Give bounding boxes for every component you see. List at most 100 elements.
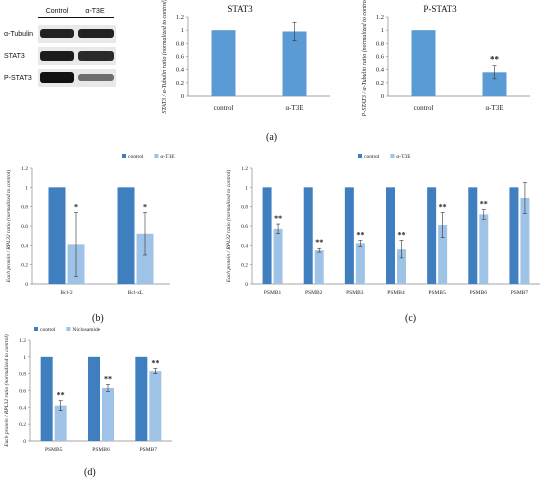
psmb-significance-label: ** [480,200,488,209]
stat3-bar-α-T3E [282,31,307,96]
psmb-bar-control-PSMB7 [509,187,519,284]
western-blot-panel: Control α-T3E α-Tubulin STAT3 P-STAT3 [0,0,120,100]
blot-column-control: Control [45,8,69,15]
psmb_niclosamide-significance-label: ** [104,375,112,384]
psmb-legend-entry: control [364,154,380,160]
pstat3-y-tick-label: 0.2 [376,80,384,87]
psmb-y-tick-label: 0.4 [241,243,248,249]
psmb-y-tick-label: 0.6 [241,224,248,230]
psmb-bar-control-PSMB2 [303,187,313,284]
bcl-y-tick-label: 0.8 [21,205,28,211]
psmb_niclosamide-bar-control-PSMB5 [40,356,53,441]
psmb-significance-label: ** [398,231,406,240]
bcl-bar-control-Bcl-2 [48,187,66,284]
panel-letter-b: (b) [92,313,104,324]
bcl-legend-swatch [154,154,159,158]
blot-band [78,29,114,38]
blot-band [40,51,74,61]
blot-header-line [38,17,114,18]
psmb-bar-T3E-PSMB6 [479,214,489,284]
psmb_niclosamide-x-tick-label: PSMB6 [92,447,110,453]
panel-letter-c: (c) [405,313,417,324]
psmb_niclosamide-x-tick-label: PSMB7 [140,447,158,453]
psmb-bar-control-PSMB3 [344,187,354,284]
chart-title-pstat3: P-STAT3 [423,4,457,14]
psmb-x-tick-label: PSMB5 [428,290,446,296]
psmb-bar-control-PSMB4 [386,187,395,284]
stat3-x-tick-label: α-T3E [285,104,303,112]
blot-column-treated: α-T3E [85,8,105,15]
psmb_niclosamide-bar-control-PSMB7 [135,356,148,441]
psmb-legend-swatch [358,154,362,158]
pstat3-y-axis-label: P-STAT3 / α-Tubulin ratio (normalized to… [361,0,368,117]
psmb-bar-T3E-PSMB3 [355,243,365,284]
bcl-legend-swatch [122,154,126,158]
pstat3-x-tick-label: control [414,104,434,112]
stat3-y-axis-label: STAT3 / α-Tubulin ratio (normalized to c… [161,0,168,114]
blot-strip-stat3 [38,47,116,65]
psmb-y-tick-label: 0.2 [241,263,248,269]
panel-letter-d: (d) [84,467,96,478]
psmb-bar-control-PSMB5 [427,187,437,284]
pstat3-y-tick-label: 0.4 [376,67,385,74]
chart-title-stat3: STAT3 [227,4,253,14]
psmb_niclosamide-significance-label: ** [57,391,65,400]
blot-strip-pstat3 [38,69,116,87]
psmb-y-tick-label: 1 [245,185,248,191]
psmb-x-tick-label: PSMB6 [470,290,488,296]
pstat3-bar-α-T3E [482,72,507,96]
pstat3-significance-label: ** [490,55,500,65]
psmb-y-tick-label: 0 [245,282,248,288]
psmb-legend-entry: α-T3E [396,154,411,160]
psmb-significance-label: ** [356,231,364,240]
pstat3-y-tick-label: 0.8 [376,40,384,47]
psmb-x-tick-label: PSMB2 [305,290,323,296]
blot-band [40,72,74,83]
pstat3-y-tick-label: 1 [381,27,384,34]
psmb-bar-control-PSMB1 [262,187,272,284]
psmb_niclosamide-y-tick-label: 0.2 [19,422,26,428]
psmb_niclosamide-bar-Niclosamide-PSMB5 [54,405,67,441]
blot-strip-tubulin [38,25,116,43]
psmb-legend-swatch [390,154,395,158]
bcl-x-tick-label: Bcl-xL [128,290,144,296]
bcl-y-axis-label: Each protein / RPL32 ratio (normalized t… [5,170,12,284]
psmb-x-tick-label: PSMB7 [511,290,529,296]
psmb-x-tick-label: PSMB3 [346,290,364,296]
pstat3-bar-control [411,30,436,97]
bcl-bar-control-Bcl-xL [117,187,135,284]
psmb_niclosamide-bar-Niclosamide-PSMB6 [102,387,114,441]
psmb-bar-T3E-PSMB1 [273,228,283,284]
psmb-bar-T3E-PSMB7 [520,197,530,284]
stat3-y-tick-label: 0.2 [176,80,184,87]
bcl-significance-label: * [74,202,78,211]
bcl-y-tick-label: 0.6 [21,224,28,230]
stat3-y-tick-label: 0.8 [176,40,184,47]
pstat3-y-tick-label: 0 [381,93,384,100]
psmb_niclosamide-y-axis-label: Each protein / RPL32 ratio (normalized t… [3,334,10,448]
stat3-y-tick-label: 0 [181,93,184,100]
panel-letter-a: (a) [266,132,278,143]
psmb-y-tick-label: 1.2 [241,166,248,172]
stat3-y-tick-label: 0.6 [176,54,185,61]
psmb_niclosamide-legend-swatch [66,327,71,331]
psmb_niclosamide-x-tick-label: PSMB5 [45,447,63,453]
psmb-bar-T3E-PSMB2 [314,250,324,284]
psmb_niclosamide-legend-swatch [34,327,38,331]
blot-band [40,29,74,38]
blot-band [78,51,114,61]
stat3-y-tick-label: 1 [181,27,184,34]
psmb-x-tick-label: PSMB1 [264,290,282,296]
blot-band [78,74,114,81]
bcl-legend-entry: α-T3E [160,154,175,160]
psmb_niclosamide-y-tick-label: 0.8 [19,372,26,378]
psmb_niclosamide-legend-entry: Niclosamide [72,327,100,333]
psmb-significance-label: ** [315,238,323,247]
bcl-x-tick-label: Bcl-2 [60,290,72,296]
blot-row-label-tubulin: α-Tubulin [4,31,34,38]
stat3-y-tick-label: 0.4 [176,67,185,74]
psmb_niclosamide-y-tick-label: 1 [23,355,26,361]
blot-row-label-pstat3: P-STAT3 [4,75,32,82]
bcl-y-tick-label: 0 [25,282,28,288]
psmb-significance-label: ** [439,202,447,211]
